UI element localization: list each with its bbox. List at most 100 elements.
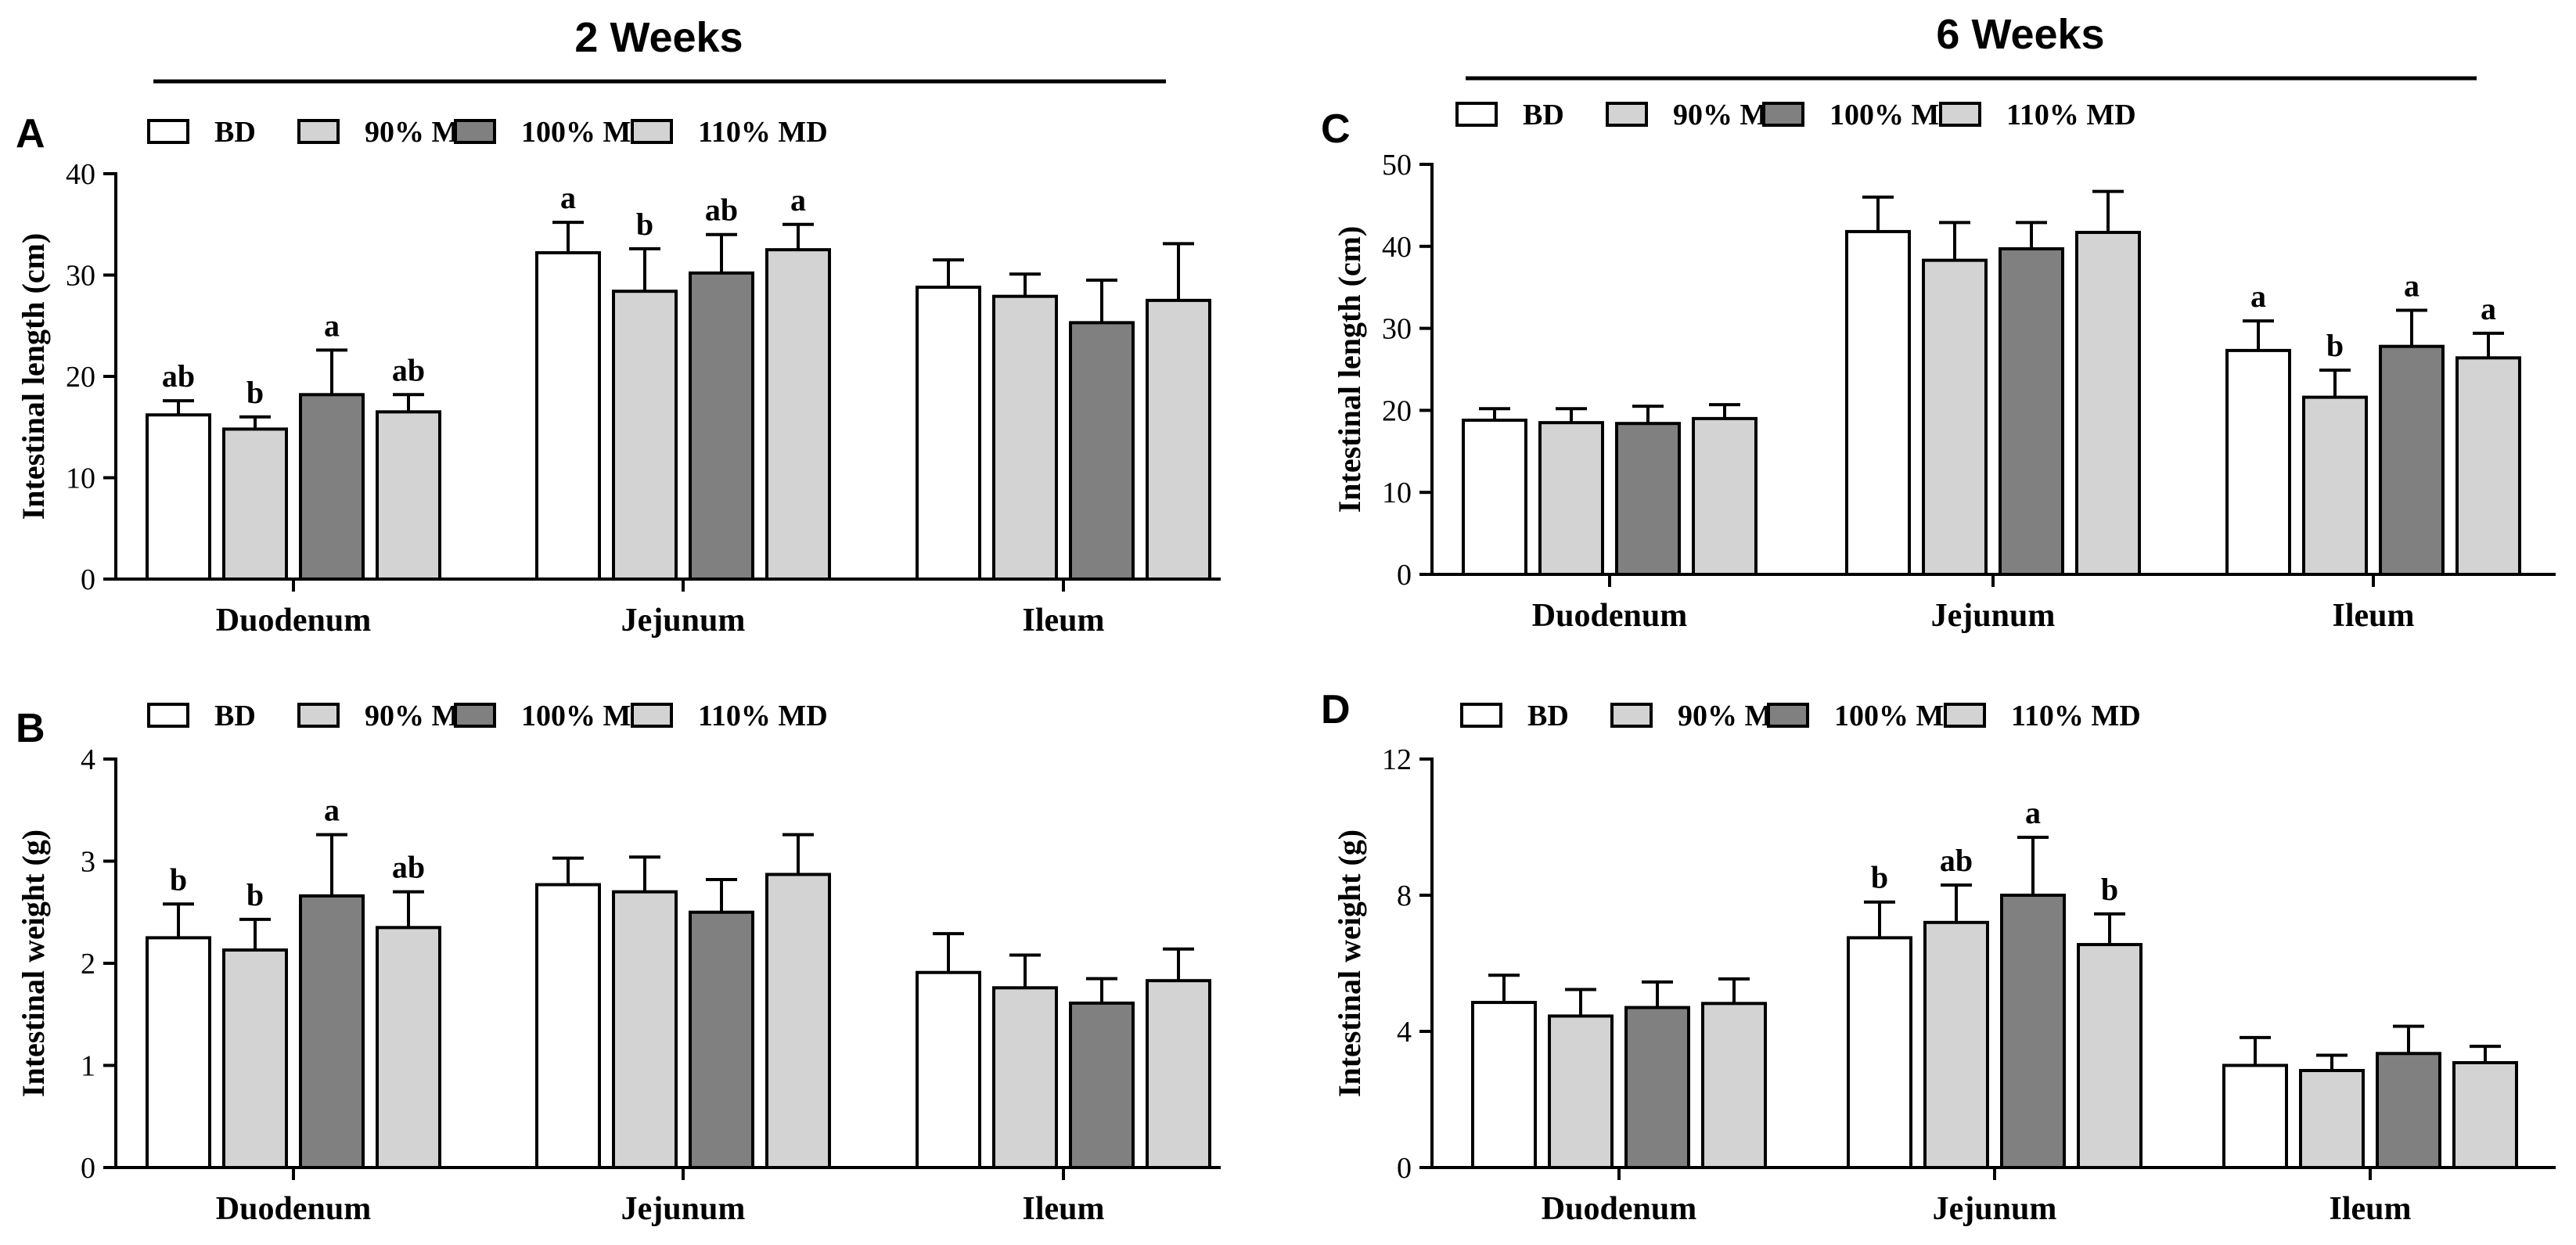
bar-bd-jejunum [535,251,601,581]
panel-letter-a: A [16,111,45,157]
legend-swatch-90pct-md [297,703,340,728]
sig-label-100pct-md-ileum: a [2404,268,2419,304]
bar-110pct-md-ileum [2452,1061,2518,1170]
bar-110pct-md-duodenum [1692,416,1758,576]
bar-bd-duodenum [1471,1001,1537,1170]
bar-bd-ileum [916,970,981,1169]
legend-swatch-110pct-md [631,703,673,728]
bar-110pct-md-ileum [1146,979,1211,1170]
bar-90pct-md-ileum [2302,395,2368,576]
legend-swatch-90pct-md [1610,703,1653,728]
bar-100pct-md-duodenum [299,393,365,581]
bar-bd-ileum [2222,1063,2288,1169]
bar-100pct-md-jejunum [689,271,754,581]
legend-swatch-110pct-md [1939,102,1981,127]
legend-swatch-110pct-md [1944,703,1986,728]
sig-label-100pct-md-duodenum: a [324,793,340,828]
panel-letter-d: D [1321,687,1351,732]
bar-bd-duodenum [1462,418,1527,577]
bar-90pct-md-jejunum [612,290,678,581]
y-tick-label: 1 [81,1050,95,1083]
category-label-jejunum: Jejunum [1933,1191,2057,1227]
bar-90pct-md-ileum [2299,1069,2365,1170]
panel-letter-b: B [16,706,45,751]
sig-label-110pct-md-duodenum: ab [392,850,425,885]
y-tick-label: 10 [66,462,95,495]
y-tick-label: 30 [66,260,95,293]
legend-label-100pct-md: 100% MD [521,116,653,149]
bar-110pct-md-jejunum [2075,230,2141,576]
sig-label-bd-ileum: a [2250,279,2266,314]
sig-label-90pct-md-jejunum: ab [1940,843,1973,878]
sig-label-100pct-md-duodenum: a [324,308,340,343]
bar-100pct-md-jejunum [1999,246,2064,576]
bar-110pct-md-jejunum [765,873,831,1169]
sig-label-100pct-md-jejunum: a [2025,795,2041,830]
bar-90pct-md-duodenum [1538,421,1604,576]
sig-label-100pct-md-jejunum: ab [705,193,738,228]
y-tick-label: 0 [1397,559,1412,592]
legend-swatch-bd [147,119,189,144]
y-tick-label: 0 [81,1152,95,1185]
bar-bd-ileum [2225,348,2291,576]
sig-label-bd-jejunum: a [560,180,576,215]
legend-label-bd: BD [1523,99,1564,131]
bar-bd-ileum [916,286,981,581]
bar-100pct-md-jejunum [689,910,754,1169]
category-label-ileum: Ileum [1023,603,1105,639]
legend-label-110pct-md: 110% MD [698,116,828,149]
sig-label-90pct-md-duodenum: b [246,375,264,410]
y-tick-label: 0 [1397,1152,1412,1185]
y-tick-label: 4 [81,743,95,776]
category-label-jejunum: Jejunum [621,603,746,639]
bar-100pct-md-duodenum [1624,1006,1690,1170]
legend-swatch-90pct-md [1606,102,1648,127]
category-label-ileum: Ileum [1023,1191,1105,1227]
y-axis-label: Intestinal weight (g) [1332,829,1367,1097]
sig-label-bd-duodenum: b [170,862,187,897]
y-tick-label: 50 [1382,149,1412,182]
category-label-duodenum: Duodenum [1542,1191,1696,1227]
legend-swatch-110pct-md [631,119,673,144]
bar-bd-jejunum [535,883,601,1169]
legend-a: BD 90% MD 100% MD 110% MD [147,116,828,149]
bar-90pct-md-duodenum [222,948,288,1170]
sig-label-90pct-md-ileum: b [2326,328,2344,363]
y-tick-label: 12 [1382,743,1412,776]
legend-b: BD 90% MD 100% MD 110% MD [147,700,828,732]
legend-label-100pct-md: 100% MD [1834,700,1966,732]
y-tick-label: 2 [81,948,95,981]
bar-100pct-md-jejunum [2000,894,2066,1169]
bar-bd-duodenum [146,936,211,1169]
sig-label-110pct-md-jejunum: b [2101,872,2118,907]
legend-swatch-bd [147,703,189,728]
bar-90pct-md-jejunum [1923,920,1989,1170]
y-tick-label: 0 [81,563,95,596]
category-label-duodenum: Duodenum [216,1191,371,1227]
legend-label-110pct-md: 110% MD [698,700,828,732]
bar-90pct-md-jejunum [1922,258,1988,576]
category-label-duodenum: Duodenum [1532,598,1687,634]
category-label-ileum: Ileum [2330,1191,2412,1227]
legend-label-100pct-md: 100% MD [521,700,653,732]
legend-swatch-100pct-md [1762,102,1804,127]
legend-swatch-100pct-md [1767,703,1809,728]
y-tick-label: 3 [81,846,95,879]
bar-100pct-md-ileum [2379,344,2445,576]
category-label-jejunum: Jejunum [1931,598,2056,634]
bar-110pct-md-duodenum [1701,1002,1767,1169]
legend-swatch-bd [1460,703,1502,728]
bar-110pct-md-ileum [1146,298,1211,581]
bar-bd-jejunum [1847,936,1912,1169]
bar-110pct-md-ileum [2455,356,2521,576]
bar-90pct-md-duodenum [1548,1014,1614,1170]
bar-100pct-md-duodenum [1615,422,1681,577]
category-label-duodenum: Duodenum [216,603,371,639]
sig-label-110pct-md-jejunum: a [790,182,806,218]
bar-90pct-md-duodenum [222,427,288,581]
sig-label-bd-jejunum: b [1871,860,1888,895]
y-tick-label: 20 [66,361,95,394]
y-tick-label: 4 [1397,1016,1412,1049]
category-label-jejunum: Jejunum [621,1191,746,1227]
